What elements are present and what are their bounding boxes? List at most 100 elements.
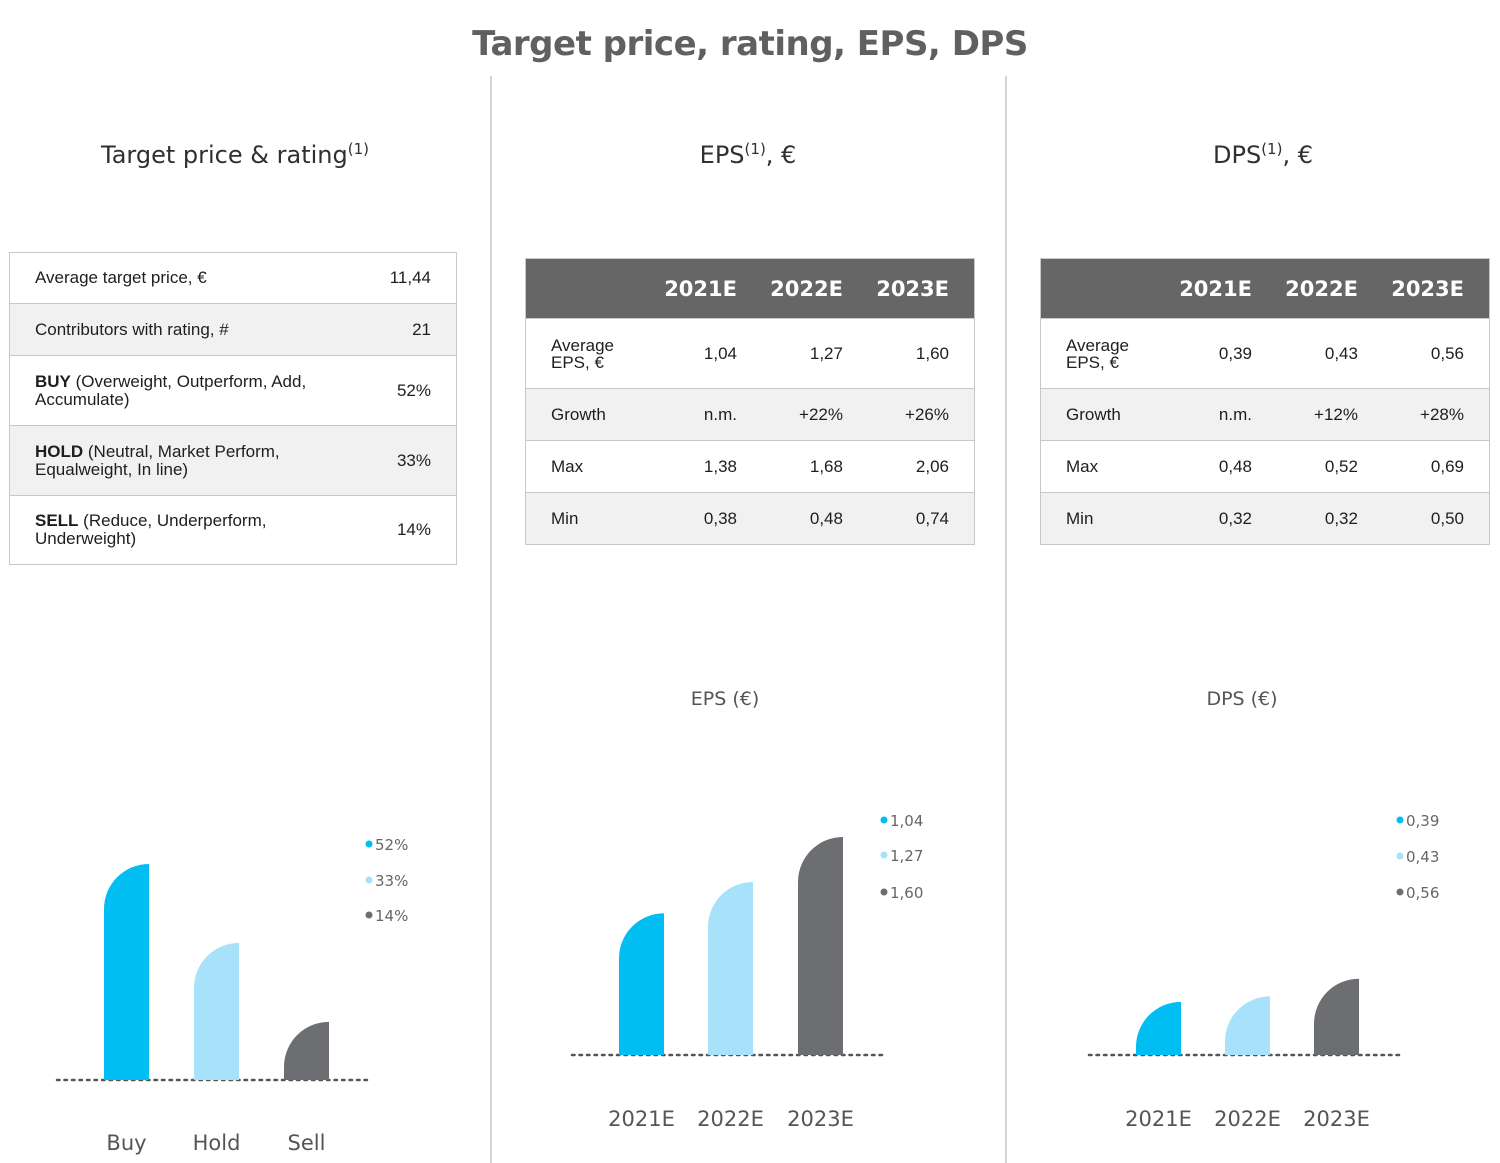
table-cell: +26% xyxy=(867,388,975,441)
row-label: HOLD (Neutral, Market Perform, Equalweig… xyxy=(9,425,345,496)
table-cell: 1,27 xyxy=(761,318,868,389)
legend-dot xyxy=(1396,852,1404,860)
eps-chart-title: EPS (€) xyxy=(690,688,760,710)
table-cell: 0,69 xyxy=(1382,440,1490,493)
table-cell: +12% xyxy=(1276,388,1383,441)
bar-sell xyxy=(284,1021,329,1080)
table-row: Min 0,38 0,48 0,74 xyxy=(525,492,975,545)
table-cell: 1,60 xyxy=(867,318,975,389)
bar-2021e xyxy=(619,913,664,1055)
table-cell: n.m. xyxy=(1171,388,1277,441)
table-cell: 0,52 xyxy=(1276,440,1383,493)
rating-table: Average target price, € 11,44 Contributo… xyxy=(9,252,457,565)
table-row: HOLD (Neutral, Market Perform, Equalweig… xyxy=(9,425,457,496)
bar-hold xyxy=(194,942,239,1080)
x-tick-label: 2023E xyxy=(787,1107,854,1131)
rating-panel-title: Target price & rating(1) xyxy=(101,140,369,169)
column-divider xyxy=(490,76,492,1163)
bar-2023e xyxy=(1314,978,1359,1055)
legend-dot xyxy=(365,911,373,919)
table-header-row: 2021E 2022E 2023E xyxy=(1040,258,1490,319)
row-label: Max xyxy=(1040,440,1171,493)
x-tick-label: Sell xyxy=(288,1131,326,1155)
table-cell: 0,39 xyxy=(1171,318,1277,389)
dps-chart-title: DPS (€) xyxy=(1206,688,1278,710)
row-value: 33% xyxy=(345,425,457,496)
eps-panel-title: EPS(1), € xyxy=(699,140,797,169)
table-cell: 1,68 xyxy=(761,440,868,493)
table-cell: 0,38 xyxy=(656,492,762,545)
row-label: Average target price, € xyxy=(35,268,207,287)
row-label: Average EPS, € xyxy=(1040,318,1171,389)
table-cell: 0,50 xyxy=(1382,492,1490,545)
legend-label: 1,60 xyxy=(890,884,923,902)
table-cell: 0,48 xyxy=(761,492,868,545)
column-header: 2023E xyxy=(867,258,975,319)
legend-dot xyxy=(880,816,888,824)
table-row: Max 0,48 0,52 0,69 xyxy=(1040,440,1490,493)
row-label: Min xyxy=(1040,492,1171,545)
column-header: 2021E xyxy=(1171,258,1277,319)
bar-2022e xyxy=(708,881,753,1055)
table-cell: 0,32 xyxy=(1276,492,1383,545)
x-tick-label: 2021E xyxy=(608,1107,675,1131)
row-value: 14% xyxy=(345,495,457,565)
row-value: 52% xyxy=(345,355,457,426)
x-tick-label: 2023E xyxy=(1303,1107,1370,1131)
row-label: Contributors with rating, # xyxy=(9,303,345,356)
table-cell: 2,06 xyxy=(867,440,975,493)
column-header: 2023E xyxy=(1382,258,1490,319)
x-tick-label: Hold xyxy=(193,1131,241,1155)
column-header: 2022E xyxy=(761,258,868,319)
table-cell: +22% xyxy=(761,388,868,441)
column-header xyxy=(525,258,656,319)
bar-2023e xyxy=(798,837,843,1055)
table-row: Contributors with rating, # 21 xyxy=(9,303,457,356)
column-header: 2021E xyxy=(656,258,762,319)
table-row: Max 1,38 1,68 2,06 xyxy=(525,440,975,493)
legend-dot xyxy=(365,840,373,848)
table-row: Average target price, € 11,44 xyxy=(10,253,457,304)
eps-table: 2021E 2022E 2023E Average EPS, € 1,04 1,… xyxy=(525,258,975,545)
table-row: BUY (Overweight, Outperform, Add, Accumu… xyxy=(9,355,457,426)
bar-buy xyxy=(104,864,149,1080)
legend-dot xyxy=(880,851,888,859)
legend-label: 52% xyxy=(375,836,408,854)
table-cell: 0,48 xyxy=(1171,440,1277,493)
legend-dot xyxy=(365,876,373,884)
column-divider xyxy=(1005,76,1007,1163)
row-label: SELL (Reduce, Underperform, Underweight) xyxy=(9,495,345,565)
column-header xyxy=(1040,258,1171,319)
legend-label: 33% xyxy=(375,872,408,890)
legend-label: 1,04 xyxy=(890,812,923,830)
table-row: Average EPS, € 0,39 0,43 0,56 xyxy=(1040,318,1490,389)
table-row: Min 0,32 0,32 0,50 xyxy=(1040,492,1490,545)
column-header: 2022E xyxy=(1276,258,1383,319)
dps-panel-title: DPS(1), € xyxy=(1213,140,1313,169)
row-value: 11,44 xyxy=(389,268,431,287)
table-cell: 1,04 xyxy=(656,318,762,389)
dps-table: 2021E 2022E 2023E Average EPS, € 0,39 0,… xyxy=(1040,258,1490,545)
table-row: Average EPS, € 1,04 1,27 1,60 xyxy=(525,318,975,389)
x-tick-label: 2021E xyxy=(1125,1107,1192,1131)
table-row: Growth n.m. +12% +28% xyxy=(1040,388,1490,441)
bar-2022e xyxy=(1225,996,1270,1055)
table-header-row: 2021E 2022E 2023E xyxy=(525,258,975,319)
table-cell: 0,74 xyxy=(867,492,975,545)
table-cell: n.m. xyxy=(656,388,762,441)
bar-2021e xyxy=(1136,1001,1181,1055)
table-cell: 0,43 xyxy=(1276,318,1383,389)
legend-dot xyxy=(1396,816,1404,824)
row-label: Max xyxy=(525,440,656,493)
legend-label: 0,39 xyxy=(1406,812,1439,830)
legend-dot xyxy=(880,888,888,896)
table-cell: +28% xyxy=(1382,388,1490,441)
row-label: Min xyxy=(525,492,656,545)
row-label: BUY (Overweight, Outperform, Add, Accumu… xyxy=(9,355,345,426)
row-value: 21 xyxy=(345,303,457,356)
x-tick-label: 2022E xyxy=(1214,1107,1281,1131)
x-tick-label: 2022E xyxy=(697,1107,764,1131)
table-cell: 0,32 xyxy=(1171,492,1277,545)
row-label: Average EPS, € xyxy=(525,318,656,389)
